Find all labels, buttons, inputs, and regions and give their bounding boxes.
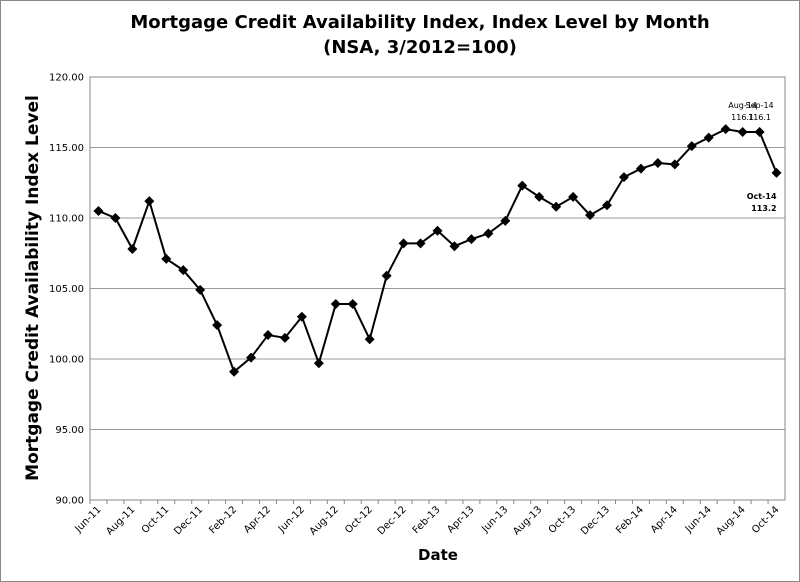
data-point [262,330,273,341]
data-point [347,299,358,310]
data-point [449,241,460,252]
x-axis-title: Date [418,546,458,564]
chart-subtitle: (NSA, 3/2012=100) [323,37,517,58]
data-point [771,167,782,178]
data-point [585,210,596,221]
data-point [195,284,206,295]
y-axis-title: Mortgage Credit Availability Index Level [23,95,43,481]
y-tick-label: 90.00 [55,496,84,507]
data-point [551,201,562,212]
data-point [161,253,172,264]
data-point [754,126,765,137]
data-point [602,200,613,211]
point-label: Aug-14 [728,101,757,110]
y-tick-label: 105.00 [49,284,84,295]
data-point [229,366,240,377]
y-tick-label: 95.00 [55,425,84,436]
value-label: 116.1 [748,113,771,122]
data-point [364,334,375,345]
data-point [381,270,392,281]
data-point [652,158,663,169]
data-point [720,124,731,135]
plot-border [89,76,786,501]
data-point [127,244,138,255]
data-point [398,238,409,249]
data-point [483,228,494,239]
data-point [635,163,646,174]
point-label: Sep-14 [745,101,773,110]
data-point [686,141,697,152]
data-point [568,191,579,202]
data-point [246,352,257,363]
data-point [296,311,307,322]
data-point [313,358,324,369]
data-point [330,299,341,310]
value-label: 116.1 [731,113,754,122]
y-tick-label: 120.00 [49,73,84,84]
value-label: 113.2 [751,204,776,213]
y-tick-label: 110.00 [49,214,84,225]
data-point [669,159,680,170]
data-point [737,126,748,137]
data-point [466,234,477,245]
data-point [279,332,290,343]
y-tick-label: 100.00 [49,355,84,366]
data-point [144,196,155,207]
data-point [534,191,545,202]
data-point [500,215,511,226]
data-point [93,205,104,216]
data-point [703,132,714,143]
data-point [618,172,629,183]
point-label: Oct-14 [747,192,777,201]
data-point [432,225,443,236]
data-point [178,265,189,276]
data-point [212,320,223,331]
chart-title: Mortgage Credit Availability Index, Inde… [130,12,709,33]
data-point [110,213,121,223]
data-point [415,238,426,249]
y-tick-label: 115.00 [49,143,84,154]
data-point [517,180,528,191]
